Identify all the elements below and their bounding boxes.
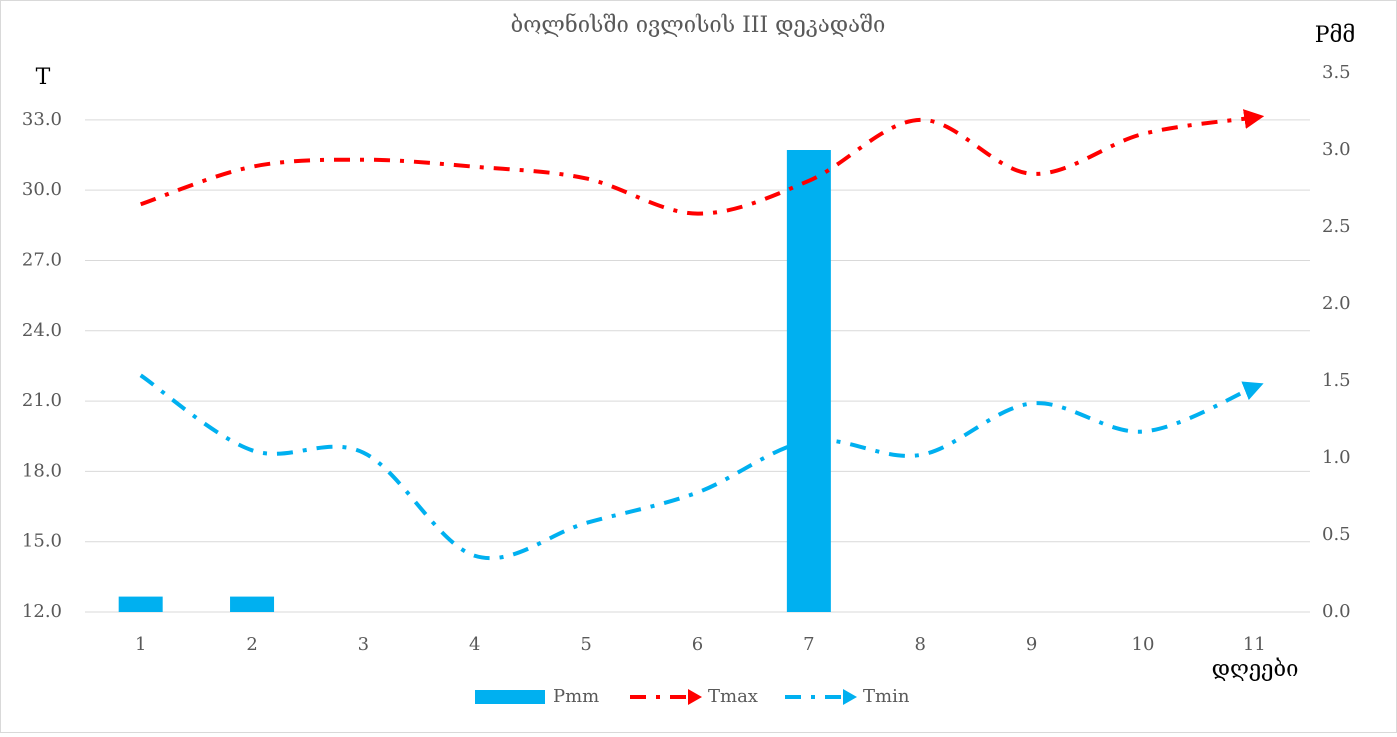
legend-arrow [688, 689, 702, 705]
y-tick-label: 18.0 [22, 460, 62, 481]
line [139, 373, 1264, 561]
x-tick-label: 7 [803, 634, 814, 655]
y2-tick-label: 1.5 [1322, 370, 1351, 391]
line [140, 109, 1265, 216]
y2-tick-label: 0.0 [1322, 601, 1351, 622]
y2-axis-label: Pმმ [1315, 23, 1356, 48]
x-tick-label: 8 [915, 634, 926, 655]
y-tick-label: 30.0 [22, 179, 62, 200]
y-tick-label: 15.0 [22, 531, 62, 552]
y2-tick-label: 3.0 [1322, 139, 1351, 160]
y-tick-label: 21.0 [22, 390, 62, 411]
x-tick-label: 1 [135, 634, 146, 655]
legend-label: Tmax [708, 686, 758, 707]
x-axis-label: დღეები [1212, 657, 1299, 682]
x-tick-label: 3 [358, 634, 369, 655]
y2-tick-label: 2.5 [1322, 216, 1351, 237]
y-tick-label: 24.0 [22, 320, 62, 341]
x-tick-label: 2 [246, 634, 257, 655]
x-tick-label: 4 [469, 634, 480, 655]
legend-label: Tmin [863, 686, 910, 707]
legend-swatch [475, 690, 545, 704]
bar [118, 596, 163, 612]
legend-arrow [843, 689, 857, 705]
bar [786, 150, 831, 612]
x-tick-label: 5 [580, 634, 591, 655]
legend-label: Pmm [553, 686, 599, 707]
y2-tick-label: 3.5 [1322, 62, 1351, 83]
x-tick-label: 9 [1026, 634, 1037, 655]
y-tick-label: 27.0 [22, 249, 62, 270]
chart-title: ბოლნისში ივლისის III დეკადაში [511, 12, 886, 38]
bar [230, 596, 275, 612]
y-axis-label: T [36, 65, 51, 90]
y2-tick-label: 0.5 [1322, 524, 1351, 545]
x-tick-label: 11 [1243, 634, 1266, 655]
y2-tick-label: 2.0 [1322, 293, 1351, 314]
y-tick-label: 12.0 [22, 601, 62, 622]
x-tick-label: 6 [692, 634, 703, 655]
y2-tick-label: 1.0 [1322, 447, 1351, 468]
y-tick-label: 33.0 [22, 109, 62, 130]
x-tick-label: 10 [1132, 634, 1155, 655]
